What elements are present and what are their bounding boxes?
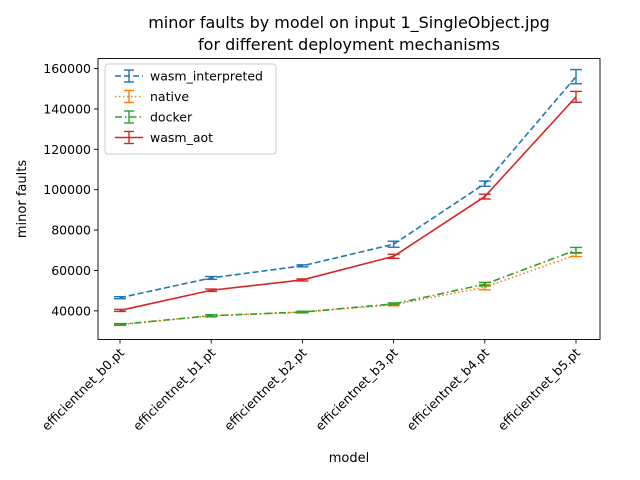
series-line-wasm_aot <box>119 96 577 312</box>
x-tick-label: efficientnet_b2.pt <box>221 345 310 434</box>
y-axis: 40000 60000 80000 100000 120000 140000 160000 <box>43 61 98 318</box>
series-native <box>114 252 582 327</box>
x-axis: efficientnet_b0.pt efficientnet_b1.pt effi… <box>39 339 584 434</box>
legend-box <box>104 63 277 155</box>
series-docker <box>114 246 582 326</box>
legend-item-native: native <box>115 89 189 104</box>
chart-subtitle: for different deployment mechanisms <box>198 35 500 54</box>
y-tick-label: 120000 <box>43 142 91 157</box>
y-tick-label: 160000 <box>43 61 91 76</box>
chart-title: minor faults by model on input 1_SingleO… <box>148 13 550 33</box>
y-tick-label: 80000 <box>51 223 91 238</box>
y-axis-label: minor faults <box>15 160 30 238</box>
series-line-wasm_interpreted <box>119 76 577 299</box>
y-tick-label: 40000 <box>51 303 91 318</box>
series-wasm_aot <box>114 90 582 313</box>
x-tick-label: efficientnet_b1.pt <box>130 345 219 434</box>
x-tick-label: efficientnet_b4.pt <box>403 345 492 434</box>
legend-item-docker: docker <box>115 110 193 125</box>
legend-item-wasm_interpreted: wasm_interpreted <box>115 69 263 84</box>
series-wasm_interpreted <box>114 68 582 300</box>
legend-label: wasm_interpreted <box>150 69 263 84</box>
series-layer <box>114 68 582 327</box>
y-tick-label: 60000 <box>51 263 91 278</box>
legend-label: docker <box>150 110 193 125</box>
x-tick-label: efficientnet_b0.pt <box>39 345 128 434</box>
plot-frame <box>97 58 601 340</box>
y-tick-label: 140000 <box>43 101 91 116</box>
x-tick-label: efficientnet_b5.pt <box>495 345 584 434</box>
legend-label: native <box>150 89 189 104</box>
series-line-native <box>119 254 577 326</box>
series-line-docker <box>119 249 577 326</box>
y-tick-label: 100000 <box>43 182 91 197</box>
legend-item-wasm_aot: wasm_aot <box>115 130 213 145</box>
x-axis-label: model <box>329 451 369 466</box>
x-tick-label: efficientnet_b3.pt <box>312 345 401 434</box>
legend-label: wasm_aot <box>150 130 213 145</box>
